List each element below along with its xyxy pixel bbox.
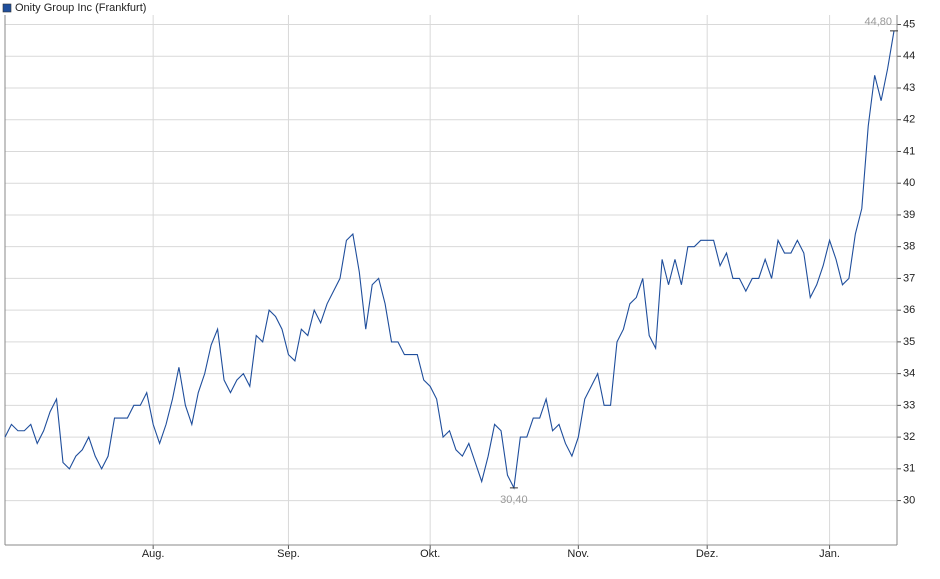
y-tick-label: 38 (903, 241, 915, 253)
legend-label: Onity Group Inc (Frankfurt) (15, 2, 146, 14)
y-tick-label: 31 (903, 463, 915, 475)
y-tick-label: 33 (903, 399, 915, 411)
y-tick-label: 42 (903, 114, 915, 126)
y-tick-label: 36 (903, 304, 915, 316)
annotation-label: 30,40 (500, 494, 528, 506)
x-tick-label: Dez. (696, 548, 719, 560)
x-tick-label: Aug. (142, 548, 165, 560)
annotation-label: 44,80 (864, 16, 892, 28)
y-tick-label: 43 (903, 82, 915, 94)
y-tick-label: 35 (903, 336, 915, 348)
y-tick-label: 32 (903, 431, 915, 443)
y-tick-label: 41 (903, 145, 915, 157)
x-tick-label: Sep. (277, 548, 300, 560)
x-tick-label: Okt. (420, 548, 440, 560)
y-tick-label: 34 (903, 368, 915, 380)
y-tick-label: 37 (903, 272, 915, 284)
x-tick-label: Jan. (819, 548, 840, 560)
y-tick-label: 39 (903, 209, 915, 221)
y-tick-label: 44 (903, 50, 915, 62)
price-line (4, 30, 895, 490)
x-tick-label: Nov. (567, 548, 589, 560)
y-tick-label: 30 (903, 494, 915, 506)
legend-swatch (2, 3, 12, 13)
y-tick-label: 45 (903, 18, 915, 30)
y-tick-label: 40 (903, 177, 915, 189)
